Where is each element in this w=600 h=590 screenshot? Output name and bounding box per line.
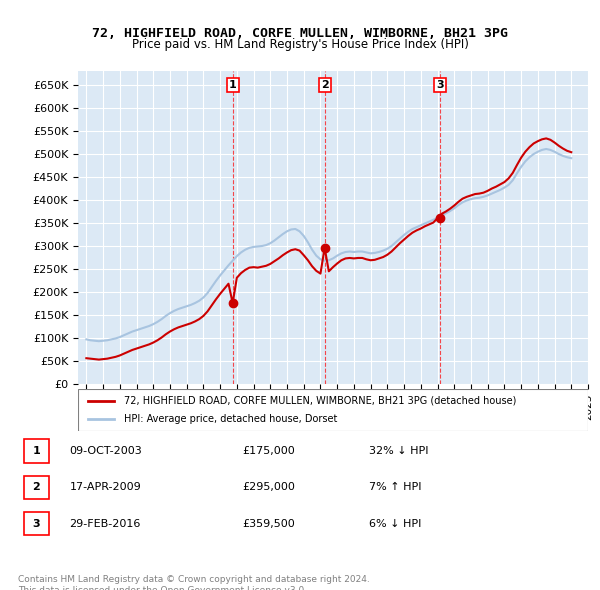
FancyBboxPatch shape — [23, 476, 49, 499]
Text: 09-OCT-2003: 09-OCT-2003 — [70, 446, 142, 456]
Text: £359,500: £359,500 — [242, 519, 295, 529]
Text: 1: 1 — [32, 446, 40, 456]
FancyBboxPatch shape — [23, 512, 49, 535]
Text: 32% ↓ HPI: 32% ↓ HPI — [369, 446, 428, 456]
Text: Price paid vs. HM Land Registry's House Price Index (HPI): Price paid vs. HM Land Registry's House … — [131, 38, 469, 51]
Text: 29-FEB-2016: 29-FEB-2016 — [70, 519, 141, 529]
Text: HPI: Average price, detached house, Dorset: HPI: Average price, detached house, Dors… — [124, 414, 337, 424]
Text: 3: 3 — [32, 519, 40, 529]
FancyBboxPatch shape — [23, 439, 49, 463]
Text: 3: 3 — [436, 80, 444, 90]
Text: 1: 1 — [229, 80, 237, 90]
Text: 7% ↑ HPI: 7% ↑ HPI — [369, 482, 422, 492]
Text: 72, HIGHFIELD ROAD, CORFE MULLEN, WIMBORNE, BH21 3PG: 72, HIGHFIELD ROAD, CORFE MULLEN, WIMBOR… — [92, 27, 508, 40]
Text: 2: 2 — [322, 80, 329, 90]
Text: 2: 2 — [32, 482, 40, 492]
Text: 72, HIGHFIELD ROAD, CORFE MULLEN, WIMBORNE, BH21 3PG (detached house): 72, HIGHFIELD ROAD, CORFE MULLEN, WIMBOR… — [124, 396, 516, 406]
Text: £175,000: £175,000 — [242, 446, 295, 456]
Text: £295,000: £295,000 — [242, 482, 295, 492]
Text: 17-APR-2009: 17-APR-2009 — [70, 482, 142, 492]
Text: Contains HM Land Registry data © Crown copyright and database right 2024.
This d: Contains HM Land Registry data © Crown c… — [18, 575, 370, 590]
FancyBboxPatch shape — [78, 389, 588, 431]
Text: 6% ↓ HPI: 6% ↓ HPI — [369, 519, 421, 529]
